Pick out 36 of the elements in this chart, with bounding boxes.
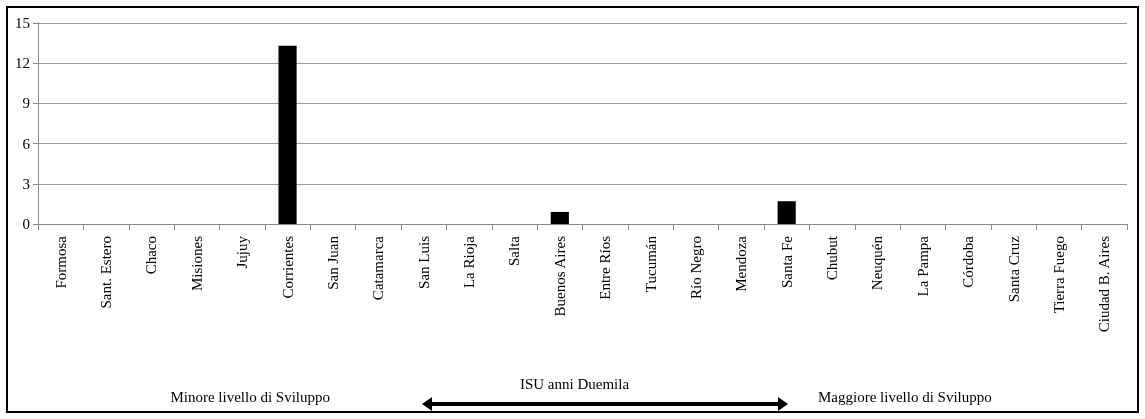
x-tick-label: Chubut bbox=[824, 235, 841, 281]
x-tick-label: Mendoza bbox=[733, 235, 750, 292]
y-tick-label: 6 bbox=[22, 135, 31, 152]
x-tick-label: Sant. Estero bbox=[98, 236, 115, 309]
bar bbox=[550, 211, 569, 224]
text: Maggiore livello di Sviluppo bbox=[818, 389, 992, 406]
bar bbox=[777, 201, 796, 224]
x-tick-label: Tucumán bbox=[642, 235, 659, 293]
x-tick-label: Salta bbox=[506, 235, 523, 266]
x-tick-label: Chaco bbox=[143, 236, 160, 275]
x-tick-label: Neuquén bbox=[869, 235, 886, 291]
y-tick-label: 0 bbox=[22, 216, 30, 232]
text: ISU anni Duemila bbox=[519, 376, 630, 392]
x-tick-label: San Luis bbox=[415, 235, 432, 289]
x-tick-label: Tierra Fuego bbox=[1050, 236, 1067, 314]
x-tick-label: Catamarca bbox=[370, 235, 387, 301]
y-tick-label: 15 bbox=[15, 15, 30, 31]
text: Minore livello di Sviluppo bbox=[170, 389, 330, 406]
x-tick-label: Córdoba bbox=[960, 235, 977, 288]
x-tick-label: Santa Fe bbox=[778, 235, 795, 289]
x-tick-label: Buenos Aires bbox=[551, 235, 568, 317]
x-tick-label: Corrientes bbox=[279, 235, 296, 299]
x-tick-label: La Pampa bbox=[914, 235, 931, 297]
x-tick-label: Jujuy bbox=[234, 235, 251, 269]
x-tick-label: San Juan bbox=[324, 235, 341, 290]
x-tick-label: Misiones bbox=[188, 235, 205, 292]
x-tick-label: La Rioja bbox=[461, 235, 478, 289]
y-tick-label: 12 bbox=[15, 55, 30, 72]
x-tick-label: Río Negro bbox=[687, 236, 704, 299]
y-tick-label: 9 bbox=[22, 95, 30, 112]
x-tick-label: Santa Cruz bbox=[1005, 235, 1022, 303]
x-tick-label: Ciudad B. Aires bbox=[1096, 235, 1113, 333]
x-tick-label: Formosa bbox=[52, 235, 69, 289]
bar bbox=[278, 45, 297, 224]
x-tick-label: Entre Ríos bbox=[597, 235, 614, 300]
y-tick-label: 3 bbox=[22, 175, 30, 192]
